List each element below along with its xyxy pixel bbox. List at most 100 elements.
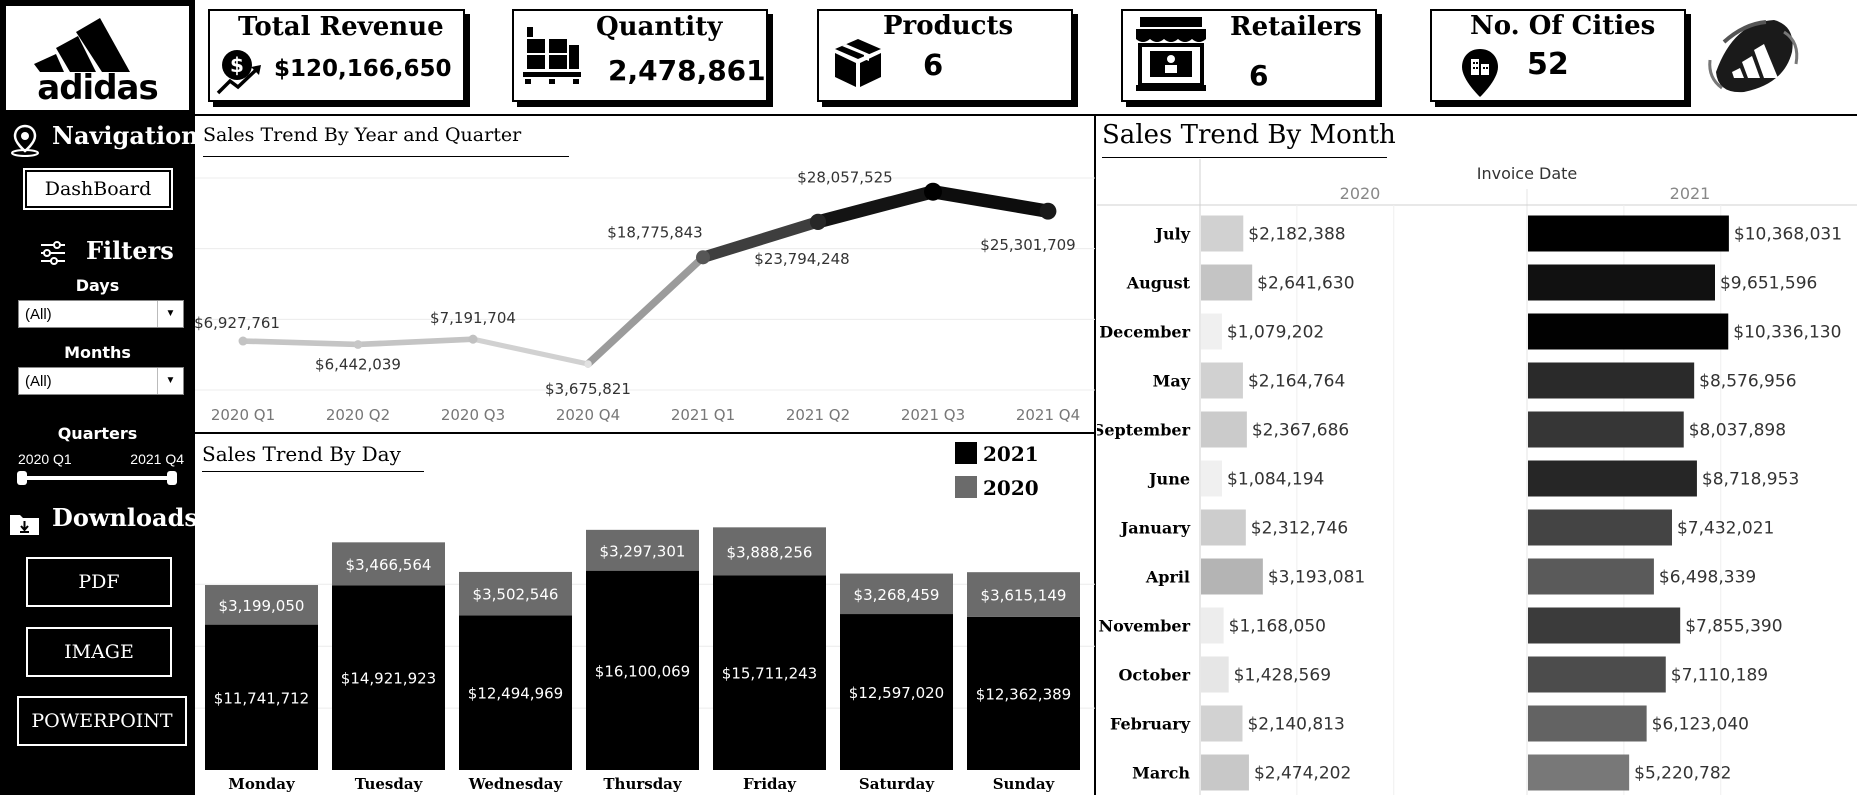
bar-label-2021: $9,651,596 bbox=[1720, 274, 1817, 294]
days-filter-label: Days bbox=[75, 276, 120, 295]
day-trend-title-underline bbox=[202, 471, 424, 472]
data-point[interactable] bbox=[1039, 202, 1057, 220]
chevron-down-icon[interactable]: ▼ bbox=[157, 301, 183, 327]
bar-2020[interactable] bbox=[1201, 705, 1243, 742]
bar-2021[interactable] bbox=[1528, 362, 1695, 399]
data-label: $28,057,525 bbox=[797, 169, 892, 187]
location-pin-icon bbox=[11, 124, 39, 157]
x-tick-label: 2020 Q3 bbox=[441, 406, 505, 424]
data-point[interactable] bbox=[468, 334, 478, 344]
bar-2021[interactable] bbox=[1528, 411, 1684, 448]
bar-2020[interactable] bbox=[1201, 607, 1224, 644]
image-download-button[interactable]: IMAGE bbox=[26, 627, 172, 677]
x-tick-label: Thursday bbox=[603, 775, 683, 793]
bar-2020[interactable] bbox=[1201, 509, 1246, 546]
bar-2020[interactable] bbox=[1201, 264, 1253, 301]
powerpoint-download-button[interactable]: POWERPOINT bbox=[17, 696, 187, 746]
bar-label-2021: $7,432,021 bbox=[1677, 519, 1774, 539]
data-point[interactable] bbox=[809, 213, 827, 230]
bar-2021[interactable] bbox=[459, 615, 572, 770]
quarters-slider-end-handle[interactable] bbox=[167, 471, 177, 485]
month-label: July bbox=[1153, 225, 1190, 244]
month-label: August bbox=[1126, 274, 1191, 293]
month-trend-title: Sales Trend By Month bbox=[1102, 120, 1396, 150]
quarter-trend-title-underline bbox=[203, 156, 569, 157]
bar-2020[interactable] bbox=[205, 585, 318, 625]
bar-2021[interactable] bbox=[1528, 656, 1666, 693]
data-point[interactable] bbox=[924, 182, 942, 201]
bar-2021[interactable] bbox=[1528, 509, 1672, 546]
month-label: October bbox=[1118, 666, 1190, 685]
bar-label-2021: $6,123,040 bbox=[1652, 715, 1749, 735]
bar-2021[interactable] bbox=[332, 585, 445, 770]
package-icon bbox=[835, 39, 881, 87]
kpi-value: 2,478,861 bbox=[608, 54, 766, 87]
line-segment bbox=[697, 216, 824, 263]
bar-2021[interactable] bbox=[1528, 215, 1729, 252]
quarters-filter-label: Quarters bbox=[57, 424, 138, 443]
days-dropdown-value: (All) bbox=[25, 306, 52, 323]
bar-2021[interactable] bbox=[1528, 313, 1729, 350]
bar-2020[interactable] bbox=[1201, 754, 1249, 791]
days-dropdown[interactable]: (All) ▼ bbox=[18, 300, 184, 328]
legend-label-2021: 2021 bbox=[983, 442, 1039, 466]
bar-2021[interactable] bbox=[1528, 754, 1630, 791]
bar-2020[interactable] bbox=[713, 527, 826, 576]
bar-2020[interactable] bbox=[1201, 411, 1247, 448]
bar-2021[interactable] bbox=[840, 614, 953, 770]
kpi-label: No. Of Cities bbox=[1470, 11, 1656, 41]
month-label: September bbox=[1097, 421, 1191, 440]
month-label: May bbox=[1153, 372, 1191, 391]
bar-2020[interactable] bbox=[1201, 362, 1243, 399]
bar-2020[interactable] bbox=[586, 529, 699, 571]
bar-2021[interactable] bbox=[205, 624, 318, 770]
bar-2020[interactable] bbox=[1201, 215, 1244, 252]
months-dropdown[interactable]: (All) ▼ bbox=[18, 367, 184, 395]
bar-2021[interactable] bbox=[713, 575, 826, 770]
bar-2020[interactable] bbox=[1201, 313, 1222, 350]
kpi-label: Total Revenue bbox=[238, 12, 444, 42]
bar-2020[interactable] bbox=[967, 572, 1080, 617]
data-label: $3,675,821 bbox=[545, 380, 631, 398]
data-point[interactable] bbox=[584, 360, 592, 368]
bar-2020[interactable] bbox=[1201, 558, 1263, 595]
bar-2020[interactable] bbox=[459, 571, 572, 616]
month-label: April bbox=[1145, 568, 1190, 587]
kpi-value: $120,166,650 bbox=[274, 56, 452, 82]
brand-logo: adidas bbox=[3, 3, 192, 113]
adidas-stripes-icon bbox=[34, 18, 130, 72]
data-point[interactable] bbox=[695, 250, 711, 265]
x-tick-label: 2020 Q4 bbox=[556, 406, 620, 424]
bar-2021[interactable] bbox=[1528, 264, 1715, 301]
bar-2021[interactable] bbox=[1528, 705, 1647, 742]
bar-2021[interactable] bbox=[1528, 558, 1654, 595]
x-tick-label: Wednesday bbox=[468, 775, 564, 793]
day-trend-title: Sales Trend By Day bbox=[202, 442, 401, 466]
dashboard-button[interactable]: DashBoard bbox=[25, 170, 171, 208]
bar-2020[interactable] bbox=[332, 542, 445, 586]
bar-2021[interactable] bbox=[586, 570, 699, 770]
bar-2021[interactable] bbox=[1528, 460, 1697, 497]
filters-heading-label: Filters bbox=[86, 236, 174, 265]
chevron-down-icon[interactable]: ▼ bbox=[157, 368, 183, 394]
quarters-slider-track[interactable] bbox=[20, 476, 174, 480]
bar-2020[interactable] bbox=[840, 573, 953, 615]
bar-2021[interactable] bbox=[967, 616, 1080, 770]
downloads-heading-label: Downloads bbox=[52, 503, 198, 532]
day-trend-chart: $11,741,712 $3,199,050 Monday $14,921,923 $3… bbox=[195, 442, 1095, 793]
bar-label-2021: $10,368,031 bbox=[1734, 225, 1842, 245]
quarters-slider-start-handle[interactable] bbox=[17, 471, 27, 485]
data-point[interactable] bbox=[238, 336, 248, 346]
bar-label-2021: $15,711,243 bbox=[722, 665, 817, 683]
data-point[interactable] bbox=[353, 340, 363, 349]
boxes-pallet-icon bbox=[523, 27, 581, 84]
line-segment bbox=[470, 336, 591, 367]
bar-2020[interactable] bbox=[1201, 656, 1229, 693]
line-segment bbox=[811, 185, 940, 229]
pdf-download-button[interactable]: PDF bbox=[26, 557, 172, 607]
bar-2020[interactable] bbox=[1201, 460, 1223, 497]
bar-2021[interactable] bbox=[1528, 607, 1681, 644]
quarters-range-start: 2020 Q1 bbox=[18, 451, 72, 467]
month-label: November bbox=[1099, 617, 1191, 636]
bar-label-2020: $3,297,301 bbox=[600, 542, 686, 560]
